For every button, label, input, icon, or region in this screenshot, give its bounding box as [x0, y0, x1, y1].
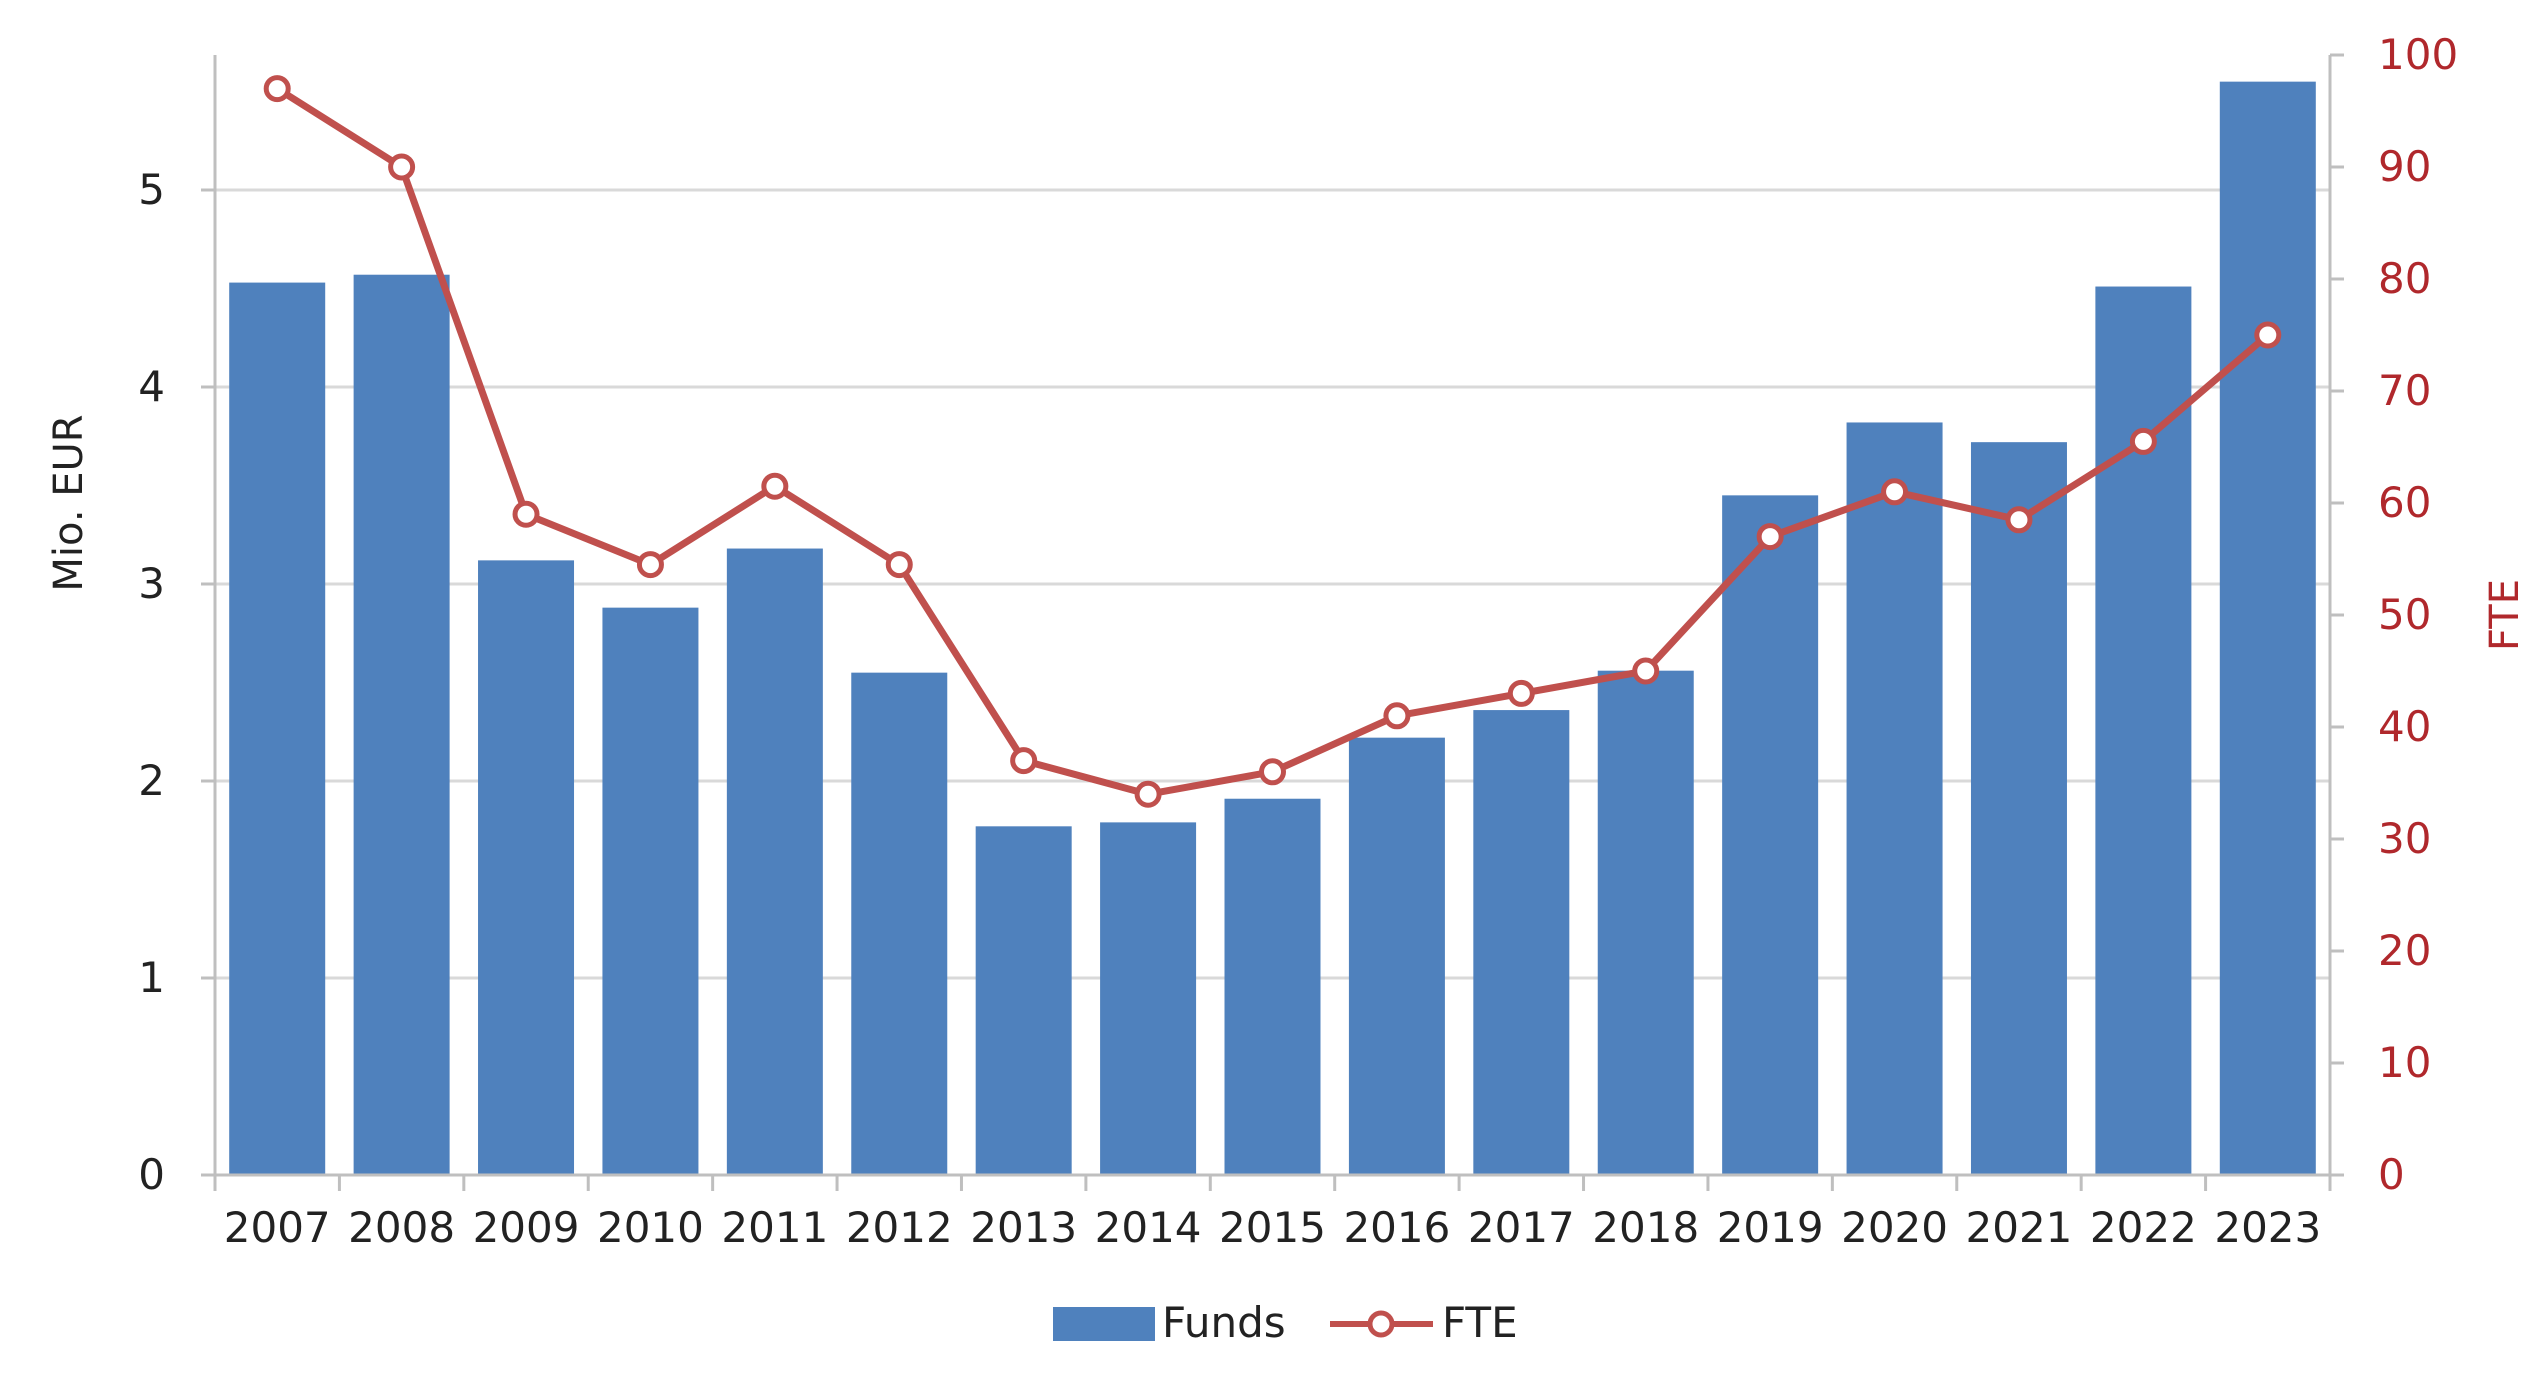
y-right-tick-label: 90 [2378, 142, 2431, 191]
bar-funds-2019 [1722, 495, 1819, 1176]
bar-funds-2020 [1846, 422, 1943, 1176]
fte-point-2022 [2129, 427, 2157, 455]
y-right-tick-label: 50 [2378, 590, 2431, 639]
bar-funds-2018 [1597, 670, 1694, 1175]
axes [201, 53, 2344, 1191]
legend: Funds FTE [1053, 1298, 1518, 1347]
bar-funds-2023 [2219, 81, 2316, 1175]
x-tick-label-2007: 2007 [224, 1203, 331, 1252]
bar-funds-2015 [1224, 798, 1321, 1175]
y-right-tick-label: 30 [2378, 814, 2431, 863]
bar-funds-2013 [975, 826, 1072, 1175]
bar-funds-2014 [1100, 822, 1197, 1175]
bar-funds-2010 [602, 607, 699, 1175]
bar-funds-2011 [726, 548, 823, 1175]
y-right-tick-label: 10 [2378, 1038, 2431, 1087]
y-left-tick-label: 3 [138, 559, 165, 608]
fte-point-2011 [761, 472, 789, 500]
bar-funds-2016 [1348, 737, 1445, 1175]
x-tick-label-2021: 2021 [1966, 1203, 2073, 1252]
y-left-tick-label: 4 [138, 362, 165, 411]
fte-point-2008 [388, 153, 416, 181]
y-right-tick-label: 70 [2378, 366, 2431, 415]
y-right-tick-label: 20 [2378, 926, 2431, 975]
y-axis-left-title: Mio. EUR [46, 414, 92, 591]
y-left-tick-label: 0 [138, 1150, 165, 1199]
bar-funds-2009 [478, 560, 575, 1175]
fte-point-2010 [636, 551, 664, 579]
y-axis-right-title: FTE [2482, 579, 2528, 651]
fte-point-2012 [885, 551, 913, 579]
fte-point-2017 [1507, 679, 1535, 707]
x-tick-label-2013: 2013 [970, 1203, 1077, 1252]
x-tick-label-2016: 2016 [1343, 1203, 1450, 1252]
x-tick-label-2019: 2019 [1717, 1203, 1824, 1252]
y-right-tick-label: 40 [2378, 702, 2431, 751]
x-tick-label-2015: 2015 [1219, 1203, 1326, 1252]
x-tick-label-2009: 2009 [473, 1203, 580, 1252]
fte-line [275, 85, 2271, 798]
x-tick-label-2023: 2023 [2214, 1203, 2321, 1252]
fte-point-2023 [2254, 321, 2282, 349]
x-tick-label-2017: 2017 [1468, 1203, 1575, 1252]
x-tick-label-2022: 2022 [2090, 1203, 2197, 1252]
y-right-tick-label: 100 [2378, 30, 2458, 79]
x-tick-label-2010: 2010 [597, 1203, 704, 1252]
x-tick-label-2020: 2020 [1841, 1203, 1948, 1252]
y-right-tick-label: 60 [2378, 478, 2431, 527]
x-tick-label-2011: 2011 [721, 1203, 828, 1252]
x-tick-label-2018: 2018 [1592, 1203, 1699, 1252]
x-tick-label-2014: 2014 [1095, 1203, 1202, 1252]
fte-point-2007 [263, 75, 291, 103]
fte-point-2016 [1383, 702, 1411, 730]
legend-funds-swatch [1053, 1307, 1155, 1341]
funds-bars [229, 81, 2316, 1176]
fte-point-2018 [1632, 657, 1660, 685]
legend-funds-label: Funds [1162, 1298, 1286, 1347]
bar-funds-2007 [229, 282, 326, 1176]
legend-fte-label: FTE [1442, 1298, 1518, 1347]
y-left-tick-label: 1 [138, 953, 165, 1002]
fte-point-2020 [1881, 478, 1909, 506]
y-right-tick-label: 80 [2378, 254, 2431, 303]
fte-point-2014 [1134, 780, 1162, 808]
x-tick-label-2008: 2008 [348, 1203, 455, 1252]
fte-line-series [263, 75, 2282, 808]
bar-funds-2012 [851, 672, 948, 1175]
fte-point-2015 [1259, 758, 1286, 786]
y-right-tick-label: 0 [2378, 1150, 2405, 1199]
bar-funds-2008 [353, 274, 450, 1176]
fte-point-2009 [512, 500, 540, 528]
fte-point-2021 [2005, 506, 2033, 534]
fte-point-2019 [1756, 523, 1784, 551]
legend-fte-marker [1367, 1310, 1395, 1338]
bar-funds-2022 [2095, 286, 2192, 1175]
y-left-tick-label: 5 [138, 165, 165, 214]
bar-funds-2017 [1473, 710, 1570, 1175]
y-left-tick-label: 2 [138, 756, 165, 805]
x-tick-label-2012: 2012 [846, 1203, 953, 1252]
bar-funds-2021 [1970, 442, 2067, 1175]
fte-point-2013 [1010, 747, 1038, 775]
